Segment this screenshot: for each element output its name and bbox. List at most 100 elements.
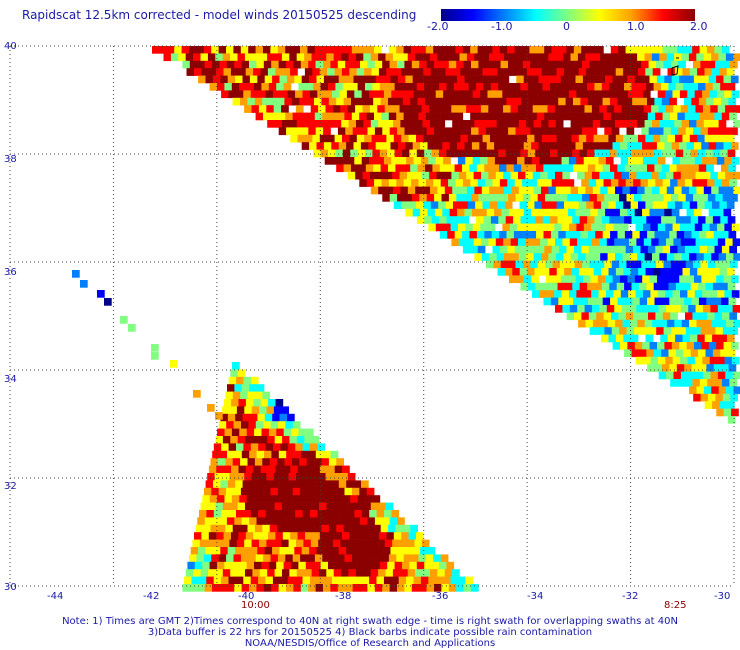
swath-cell (707, 112, 715, 121)
swath-cell (233, 487, 242, 496)
swath-cell (659, 253, 668, 261)
swath-cell (610, 179, 619, 187)
swath-cell (726, 401, 735, 409)
swath-cell (594, 282, 603, 291)
swath-cell (264, 413, 273, 422)
swath-cell (203, 487, 212, 496)
swath-cell (385, 186, 394, 195)
swath-cell (339, 157, 348, 165)
swath-cell (707, 245, 715, 254)
swath-cell (583, 157, 592, 165)
swath-cell (722, 194, 731, 202)
swath-cell (433, 179, 441, 187)
swath-cell (670, 179, 678, 187)
swath-cell (706, 297, 714, 306)
swath-cell (416, 149, 425, 158)
swath-cell (689, 68, 698, 76)
swath-cell (389, 60, 398, 69)
swath-cell (200, 502, 209, 511)
swath-cell (595, 297, 603, 306)
swath-cell (315, 450, 324, 459)
swath-cell (488, 171, 497, 180)
swath-cell (259, 406, 267, 415)
swath-cell (601, 282, 610, 291)
swath-cell (658, 371, 667, 380)
swath-cell (656, 208, 665, 217)
swath-cell (503, 53, 512, 62)
swath-cell (610, 46, 619, 54)
swath-cell (387, 83, 395, 91)
swath-cell (642, 90, 651, 99)
swath-cell (582, 208, 591, 217)
swath-cell (481, 171, 489, 180)
swath-cell (234, 60, 242, 69)
swath-cell (292, 554, 301, 563)
swath-cell (548, 120, 557, 128)
swath-cell (662, 312, 671, 321)
swath-cell (230, 53, 238, 62)
swath-cell (336, 164, 344, 173)
swath-cell (203, 46, 212, 54)
swath-cell (601, 334, 609, 343)
swath-cell (237, 369, 246, 378)
swath-cell (649, 342, 658, 350)
swath-cell (612, 75, 621, 84)
swath-cell (717, 223, 725, 232)
swath-cell (485, 112, 493, 121)
swath-cell (701, 75, 709, 84)
swath-cell (361, 510, 370, 518)
swath-cell (374, 584, 383, 592)
swath-cell (472, 157, 481, 165)
swath-cell (300, 554, 308, 563)
swath-cell (589, 127, 598, 136)
swath-cell (425, 112, 434, 121)
swath-cell (534, 201, 543, 210)
swath-cell (448, 584, 457, 592)
swath-cell (541, 68, 550, 76)
swath-cell (579, 83, 588, 91)
swath-cell (321, 524, 330, 533)
swath-cell (226, 487, 234, 496)
swath-cell (703, 120, 712, 128)
swath-cell (224, 428, 233, 437)
swath-cell (250, 480, 258, 489)
swath-cell (606, 171, 615, 180)
swath-cell (714, 179, 723, 187)
swath-cell (296, 502, 305, 511)
swath-cell (319, 502, 327, 511)
swath-cell (254, 561, 262, 570)
swath-cell (731, 290, 740, 298)
swath-cell (674, 253, 682, 261)
swath-cell (272, 576, 281, 585)
swath-cell (359, 179, 367, 187)
swath-cell (645, 134, 654, 143)
swath-cell (281, 406, 289, 415)
swath-cell (689, 253, 697, 261)
swath-cell (511, 186, 520, 195)
swath-cell (496, 253, 505, 261)
swath-cell (457, 576, 466, 585)
swath-cell (345, 517, 353, 526)
swath-cell (332, 105, 341, 113)
swath-cell (307, 487, 316, 496)
swath-cell (401, 68, 409, 76)
swath-cell (727, 216, 736, 224)
swath-cell (703, 305, 711, 313)
swath-cell (443, 157, 451, 165)
swath-cell (615, 201, 624, 210)
swath-cell (314, 524, 322, 533)
swath-cell (253, 465, 261, 474)
swath-cell (642, 275, 650, 284)
swath-cell (713, 97, 722, 106)
swath-cell (261, 561, 270, 570)
swath-cell (637, 319, 645, 328)
swath-cell (656, 142, 665, 150)
swath-cell (493, 194, 501, 202)
swath-cell (633, 260, 642, 269)
swath-cell (612, 342, 621, 350)
swath-cell (326, 53, 334, 62)
swath-cell (335, 149, 344, 158)
swath-cell (252, 53, 260, 62)
swath-cell (630, 334, 639, 343)
swath-cell (364, 68, 372, 76)
